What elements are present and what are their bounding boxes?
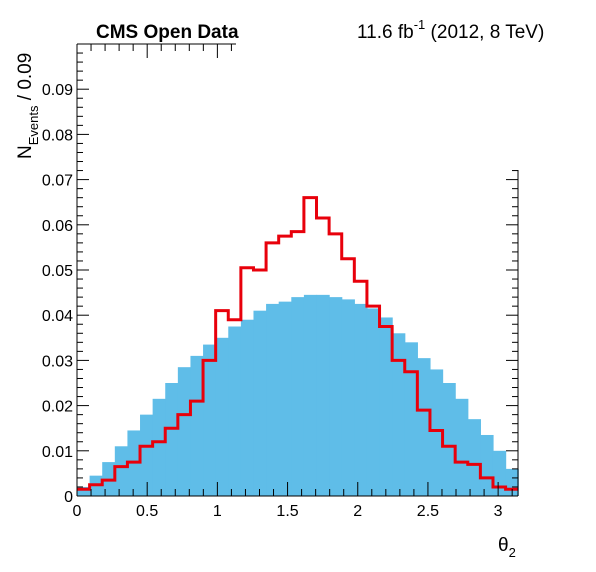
x-tick-label: 1.5 [276,503,298,520]
fill-bar [215,337,229,496]
step-histogram-series [77,196,519,491]
fill-bar [177,367,192,496]
fill-bar [379,317,393,496]
y-tick-label: 0.06 [42,218,73,235]
y-tick-label: 0.09 [42,82,73,99]
fill-bar [354,303,368,496]
y-tick-label: 0.04 [42,308,73,325]
y-tick-labels: 0 0.01 0.02 0.03 0.04 0.05 0.06 0.07 0.08 0.09 [42,82,73,506]
fill-bar [404,342,418,496]
x-tick-label: 2.5 [417,503,439,520]
fill-bar [165,383,179,496]
x-tick-label: 0 [73,503,82,520]
y-axis-tail: / 0.09 [15,53,36,106]
x-tick-label: 2 [353,503,362,520]
fill-bar [442,383,456,496]
y-tick-label: 0.08 [42,127,73,144]
x-tick-labels: 0 0.5 1 1.5 2 2.5 3 [73,503,503,520]
fill-bar [392,333,406,496]
fill-bar [467,419,481,496]
y-tick-label: 0.02 [42,399,73,416]
fill-bar [77,486,91,496]
fill-bar [329,297,343,496]
y-axis-title: NEvents / 0.09 [15,53,41,159]
fill-bar [341,299,355,496]
luminosity-value: 11.6 fb [357,22,414,43]
fill-bar [429,369,444,496]
fill-bar [480,434,494,496]
fill-bar [278,301,292,496]
fill-bar [303,294,318,496]
fill-bar [492,450,507,496]
fill-bar [455,398,469,496]
luminosity-tail: (2012, 8 TeV) [425,22,544,43]
y-tick-label: 0.03 [42,353,73,370]
x-tick-label: 1 [213,503,222,520]
fill-bar [316,294,330,496]
fill-bar [253,310,267,496]
fill-bar [291,297,305,496]
fill-bar [152,398,166,496]
fill-bar [140,414,154,496]
x-tick-label: 0.5 [136,503,158,520]
fill-bar [366,308,381,496]
fill-bar [417,358,431,496]
y-tick-label: 0.07 [42,173,73,190]
y-axis-symbol: N [15,145,36,159]
filled-histogram-series [77,294,519,496]
experiment-label: CMS Open Data [96,22,239,43]
fill-bar [228,326,242,496]
luminosity-label: 11.6 fb-1 (2012, 8 TeV) [357,17,544,43]
fill-bar [240,319,255,496]
x-axis-subscript: 2 [509,545,516,560]
fill-bar [190,355,204,496]
axis-ticks [76,43,518,497]
x-axis-symbol: θ [498,535,509,556]
fill-bar [114,446,129,496]
luminosity-exponent: -1 [414,17,426,32]
y-axis-subscript: Events [26,105,41,145]
x-tick-label: 3 [494,503,503,520]
y-tick-label: 0.05 [42,263,73,280]
y-tick-label: 0.01 [42,444,73,461]
fill-bar [266,303,280,496]
fill-bar [203,344,217,496]
x-axis-title: θ2 [498,535,516,560]
y-tick-label: 0 [64,489,73,506]
